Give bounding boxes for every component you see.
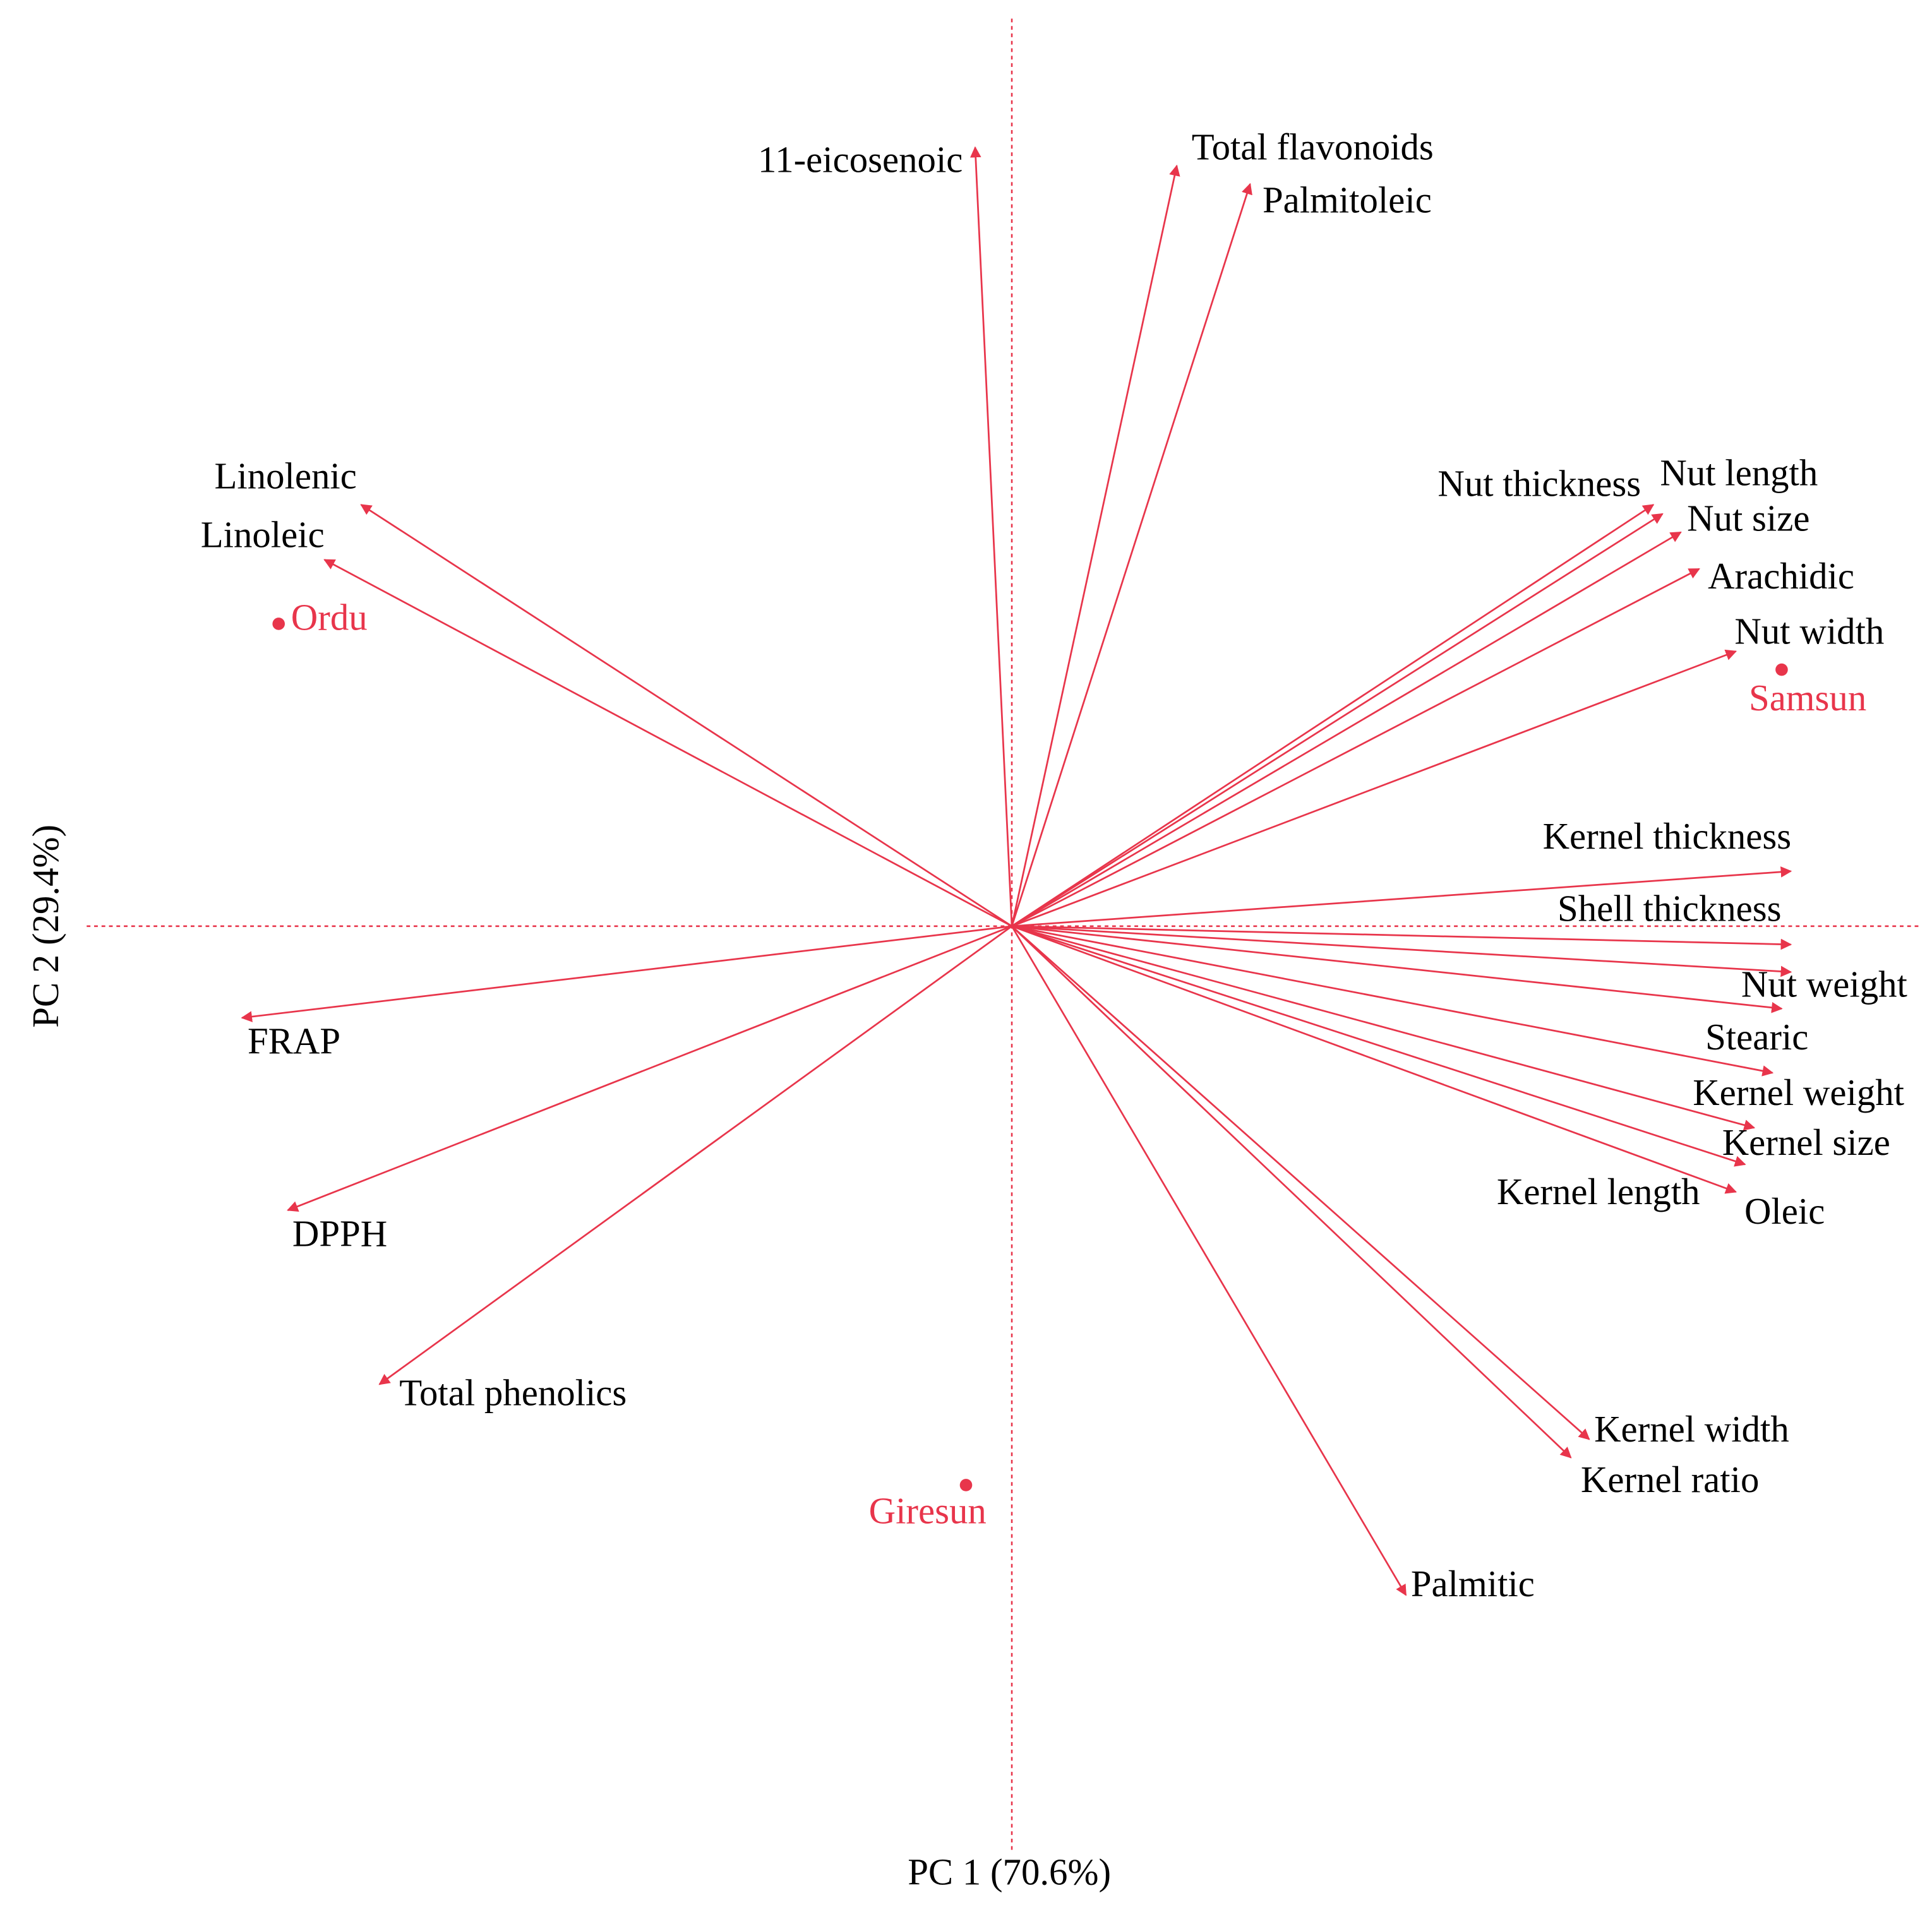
loading-label: Palmitic bbox=[1411, 1563, 1535, 1604]
loading-label: Shell thickness bbox=[1557, 888, 1781, 929]
loading-label: Total phenolics bbox=[399, 1372, 627, 1413]
loading-label: Nut weight bbox=[1741, 964, 1907, 1005]
loading-arrow bbox=[1011, 925, 1572, 1459]
loading-label: FRAP bbox=[248, 1021, 340, 1062]
score-label: Ordu bbox=[291, 597, 368, 638]
loading-arrow bbox=[1011, 513, 1664, 927]
loading-arrow bbox=[1011, 568, 1700, 928]
loading-label: Arachidic bbox=[1708, 556, 1854, 597]
score-point bbox=[959, 1479, 973, 1491]
y-axis-label: PC 2 (29.4%) bbox=[25, 825, 66, 1028]
loading-label: Kernel weight bbox=[1693, 1072, 1904, 1113]
loading-arrow bbox=[378, 925, 1012, 1385]
loading-arrow bbox=[1011, 531, 1682, 928]
loading-label: Linoleic bbox=[201, 515, 325, 556]
loading-arrow bbox=[1011, 925, 1792, 977]
loading-arrow bbox=[1011, 925, 1774, 1077]
loading-arrow bbox=[1011, 925, 1737, 1194]
loading-label: Kernel size bbox=[1722, 1122, 1890, 1163]
loading-arrow bbox=[1011, 182, 1252, 927]
score-label: Samsun bbox=[1749, 678, 1866, 719]
loading-label: Nut thickness bbox=[1437, 463, 1641, 504]
x-axis-label: PC 1 (70.6%) bbox=[908, 1851, 1111, 1892]
loading-arrow bbox=[360, 504, 1012, 927]
loading-arrow bbox=[1012, 925, 1792, 950]
loading-label: 11-eicosenoic bbox=[758, 139, 963, 180]
loading-arrow bbox=[1011, 164, 1180, 927]
loading-arrow bbox=[1011, 925, 1746, 1167]
loading-arrow bbox=[1011, 925, 1783, 1013]
loading-label: Nut length bbox=[1660, 453, 1818, 494]
loading-label: Oleic bbox=[1744, 1191, 1825, 1232]
loading-arrow bbox=[1011, 504, 1655, 927]
loading-arrow bbox=[969, 146, 1013, 926]
loading-arrow bbox=[1011, 926, 1407, 1596]
loading-label: Kernel ratio bbox=[1581, 1459, 1759, 1500]
loading-arrow bbox=[287, 925, 1012, 1212]
loading-arrow bbox=[323, 559, 1012, 928]
loading-label: Palmitoleic bbox=[1263, 179, 1432, 220]
loading-label: Stearic bbox=[1705, 1017, 1808, 1058]
score-point bbox=[272, 618, 285, 630]
loading-label: Kernel length bbox=[1497, 1171, 1700, 1212]
score-point bbox=[1775, 663, 1788, 676]
loading-arrow bbox=[241, 925, 1012, 1022]
loading-label: Nut width bbox=[1734, 611, 1884, 652]
loading-arrow bbox=[1011, 866, 1792, 928]
loading-arrow bbox=[1011, 925, 1590, 1440]
loading-arrow bbox=[1011, 649, 1737, 928]
loading-label: Linolenic bbox=[214, 456, 356, 497]
loading-label: DPPH bbox=[292, 1213, 387, 1254]
loading-label: Total flavonoids bbox=[1192, 126, 1434, 167]
loading-arrow bbox=[1011, 925, 1756, 1131]
loading-label: Kernel thickness bbox=[1543, 816, 1792, 857]
loading-label: Nut size bbox=[1687, 498, 1809, 539]
loading-label: Kernel width bbox=[1594, 1409, 1789, 1450]
score-label: Giresun bbox=[869, 1491, 987, 1532]
